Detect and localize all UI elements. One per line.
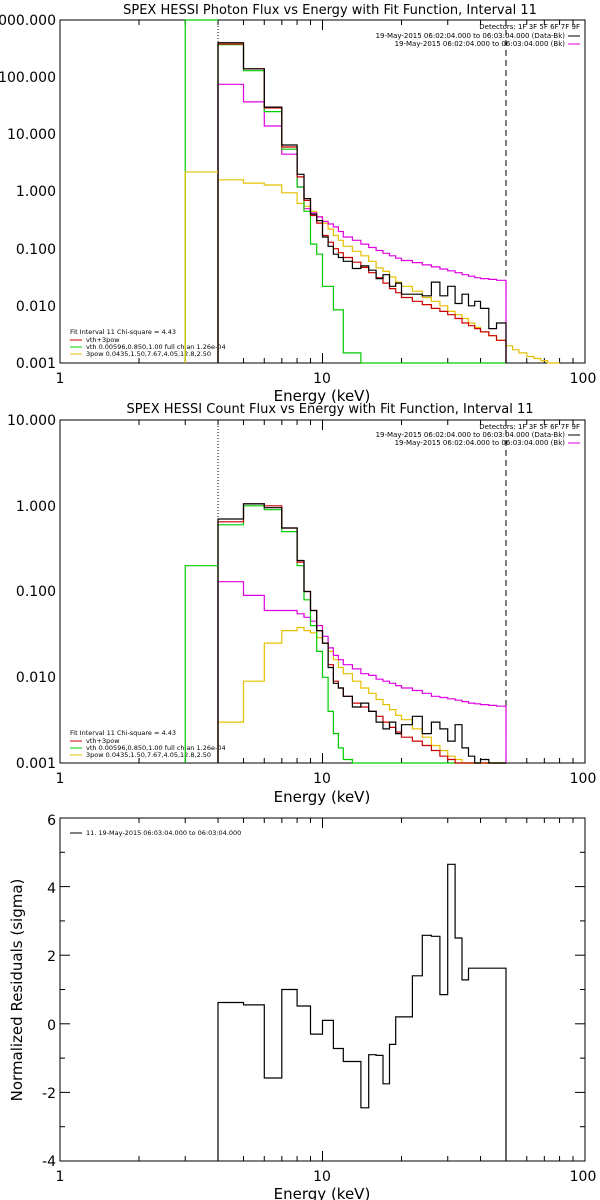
photon-x-tick-100: 100 [570, 371, 597, 387]
photon-x-tick-labels: 1 10 100 [56, 371, 597, 387]
residuals-y-tick-2: 2 [47, 949, 56, 965]
count-y-tick-0.1: 0.100 [16, 584, 56, 600]
photon-x-tick-1: 1 [56, 371, 65, 387]
photon-y-tick-10: 10.000 [7, 127, 56, 143]
residuals-y-axis-title: Normalized Residuals (sigma) [8, 879, 26, 1102]
residuals-y-tick-6: 6 [47, 813, 56, 829]
count-y-tick-1: 1.000 [16, 499, 56, 515]
count-series-data [217, 581, 507, 763]
photon-series-total [217, 42, 507, 363]
photon-x-tick-10: 10 [313, 371, 331, 387]
photon-x-axis-title: Energy (keV) [274, 387, 371, 405]
photon-legend-entry-bk: 19-May-2015 06:02:04.000 to 06:03:04.000… [395, 40, 566, 48]
count-x-axis-title: Energy (keV) [274, 788, 371, 806]
count-x-tick-100: 100 [570, 771, 597, 787]
count-y-tick-10: 10.000 [7, 413, 56, 429]
photon-legend-top: Detectors: 1F 3F 5F 6F 7F 9F 19-May-2015… [376, 23, 580, 48]
count-series-group [59, 420, 574, 764]
photon-series-powerlaw-low [184, 171, 219, 363]
count-flux-panel: SPEX HESSI Count Flux vs Energy with Fit… [7, 402, 596, 806]
residuals-x-tick-100: 100 [570, 1169, 597, 1185]
residuals-legend: 11. 19-May-2015 06:03:04.000 to 06:03:04… [70, 829, 241, 837]
photon-legend-fit-interval: Fit Interval 11 Chi-square = 4.43 [70, 328, 176, 336]
photon-y-tick-0.1: 0.100 [16, 242, 56, 258]
count-series-total [217, 503, 506, 764]
residuals-series-group [59, 817, 585, 1162]
residuals-legend-entry: 11. 19-May-2015 06:03:04.000 to 06:03:04… [86, 829, 241, 837]
residuals-y-tick-neg2: -2 [42, 1086, 56, 1102]
count-legend-entry-powerlaw: 3pow 0.0435,1.50,7.67,4.05,12.8,2.50 [86, 751, 211, 759]
photon-legend-entry-vth: vth 0.00596,0.850,1.00 full chian 1.26e-… [86, 343, 226, 351]
residuals-x-tick-1: 1 [56, 1169, 65, 1185]
residuals-panel: 1 10 100 6 4 2 0 -2 -4 Normalized Residu… [8, 813, 596, 1200]
residuals-y-tick-4: 4 [47, 881, 56, 897]
count-series-vth-low [184, 565, 219, 763]
photon-y-tick-1: 1.000 [16, 184, 56, 200]
residuals-y-tick-labels: 6 4 2 0 -2 -4 [42, 813, 56, 1170]
photon-series-group [59, 19, 574, 364]
photon-series-vth [217, 44, 506, 364]
photon-chart-title: SPEX HESSI Photon Flux vs Energy with Fi… [123, 3, 537, 18]
count-series-powerlaw [217, 626, 506, 764]
residuals-y-tick-neg4: -4 [42, 1154, 56, 1170]
photon-legend-detectors: Detectors: 1F 3F 5F 6F 7F 9F [479, 23, 580, 31]
photon-legend-entry-fit: vth+3pow [86, 336, 120, 344]
photon-legend-entry-powerlaw: 3pow 0.0435,1.50,7.67,4.05,12.8,2.50 [86, 350, 211, 358]
count-x-tick-labels: 1 10 100 [56, 771, 597, 787]
count-x-tick-1: 1 [56, 771, 65, 787]
photon-y-tick-0.001: 0.001 [16, 356, 56, 372]
count-y-tick-0.01: 0.010 [16, 670, 56, 686]
photon-y-tick-0.01: 0.010 [16, 299, 56, 315]
count-y-tick-0.001: 0.001 [16, 756, 56, 772]
residuals-series-total [217, 863, 507, 1161]
photon-legend-bottom: Fit Interval 11 Chi-square = 4.43 vth+3p… [70, 328, 226, 358]
count-series-vth [217, 505, 506, 764]
photon-series-fit [217, 43, 507, 363]
photon-series-data [217, 83, 507, 363]
residuals-x-tick-10: 10 [313, 1169, 331, 1185]
photon-flux-panel: SPEX HESSI Photon Flux vs Energy with Fi… [0, 3, 596, 405]
count-legend-entry-data-bk: 19-May-2015 06:02:04.000 to 06:03:04.000… [376, 431, 566, 439]
count-legend-entry-fit: vth+3pow [86, 737, 120, 745]
count-chart-title: SPEX HESSI Count Flux vs Energy with Fit… [126, 402, 533, 417]
count-y-tick-labels: 10.000 1.000 0.100 0.010 0.001 [7, 413, 56, 772]
residuals-y-tick-0: 0 [47, 1018, 56, 1034]
count-legend-bottom: Fit Interval 11 Chi-square = 4.43 vth+3p… [70, 729, 226, 759]
residuals-x-axis-title: Energy (keV) [274, 1185, 371, 1200]
count-legend-entry-bk: 19-May-2015 06:02:04.000 to 06:03:04.000… [395, 439, 566, 447]
count-legend-top: Detectors: 1F 3F 5F 6F 7F 9F 19-May-2015… [376, 423, 580, 447]
count-legend-detectors: Detectors: 1F 3F 5F 6F 7F 9F [479, 423, 580, 431]
photon-y-tick-100: 100.000 [0, 70, 56, 86]
count-x-tick-10: 10 [313, 771, 331, 787]
photon-legend-entry-data-bk: 19-May-2015 06:02:04.000 to 06:03:04.000… [376, 32, 566, 40]
count-legend-entry-vth: vth 0.00596,0.850,1.00 full chian 1.26e-… [86, 744, 226, 752]
count-legend-fit-interval: Fit Interval 11 Chi-square = 4.43 [70, 729, 176, 737]
residuals-x-tick-labels: 1 10 100 [56, 1169, 597, 1185]
